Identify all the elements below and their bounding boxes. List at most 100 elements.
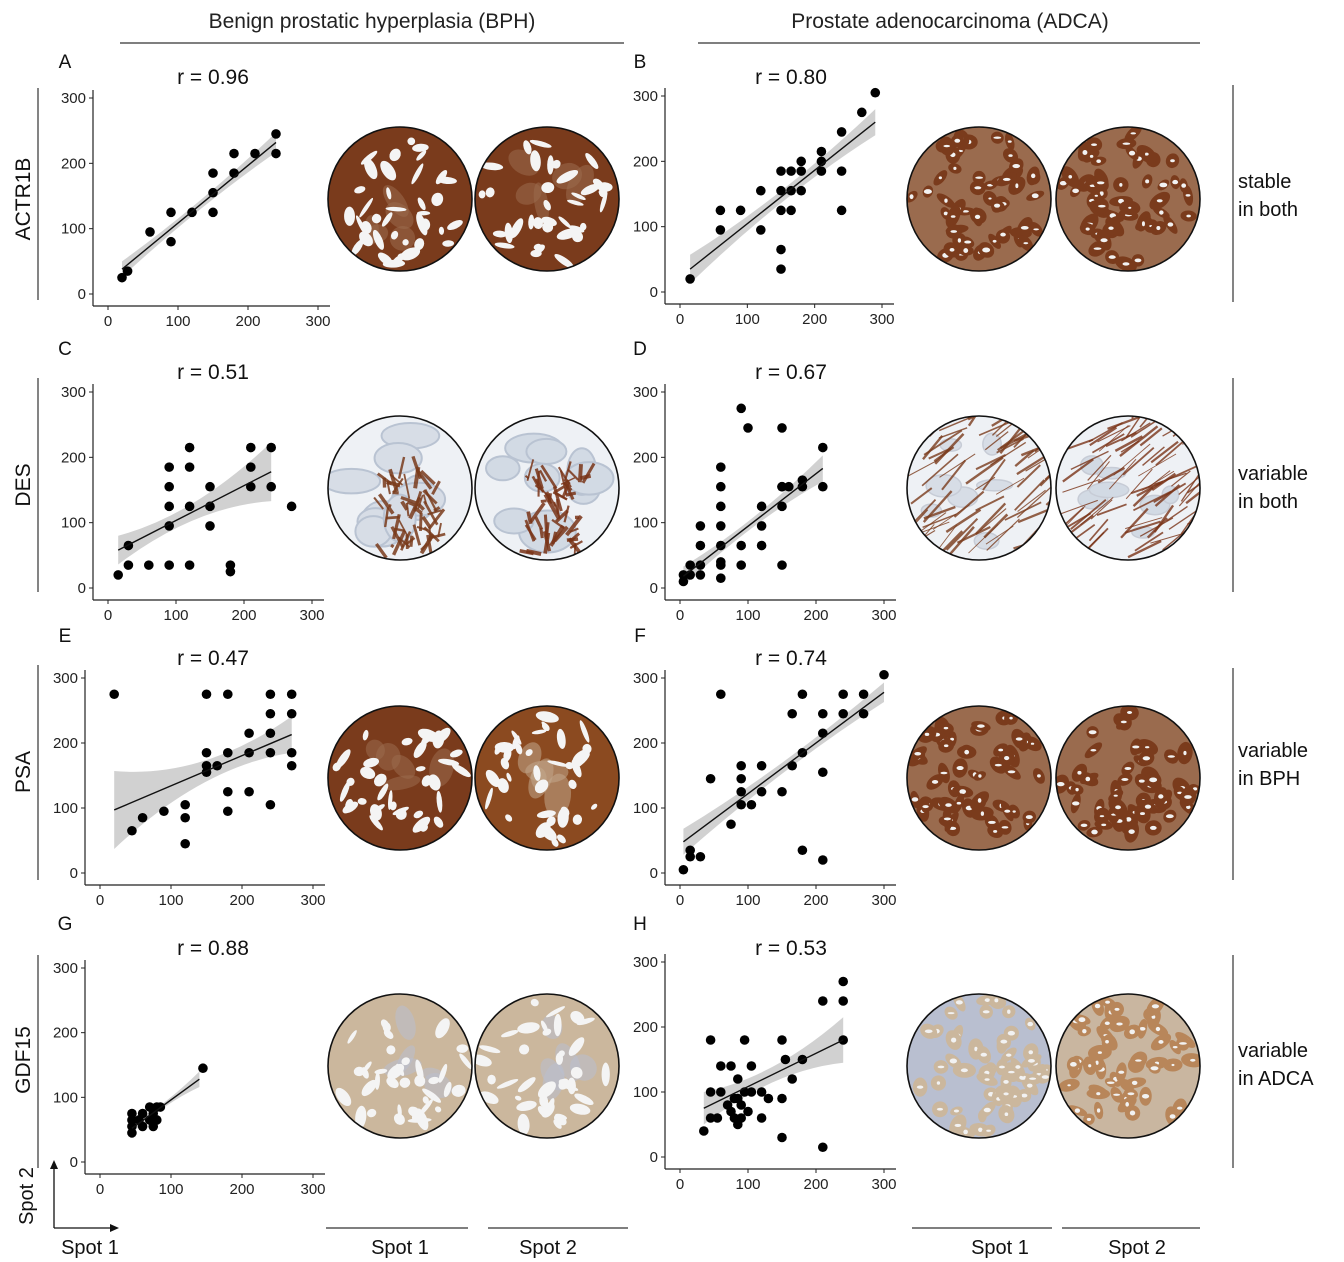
x-tick-label: 100 bbox=[735, 607, 760, 624]
y-tick-label: 0 bbox=[650, 865, 658, 882]
desc-line2-row2: in BPH bbox=[1238, 768, 1300, 790]
x-tick-label: 0 bbox=[676, 607, 684, 624]
data-point bbox=[818, 767, 828, 778]
confidence-band bbox=[683, 455, 823, 587]
data-point bbox=[796, 156, 806, 167]
x-tick-label: 0 bbox=[104, 607, 112, 624]
data-point bbox=[229, 148, 239, 159]
y-tick-label: 300 bbox=[633, 88, 658, 105]
data-point bbox=[776, 244, 786, 255]
tissue-core-row3-right-spot1 bbox=[906, 993, 1052, 1139]
scatter-panel-d: 0 100 200 300 0 100 200 300 Dr = 0.67 bbox=[633, 339, 897, 624]
panel-letter: H bbox=[633, 914, 647, 935]
desc-line1-row3: variable bbox=[1238, 1040, 1308, 1062]
data-point bbox=[109, 689, 119, 700]
y-tick-label: 300 bbox=[633, 670, 658, 687]
x-tick-label: 0 bbox=[676, 311, 684, 328]
y-tick-label: 100 bbox=[53, 800, 78, 817]
data-point bbox=[201, 689, 212, 700]
data-point bbox=[818, 442, 828, 453]
x-tick-label: 300 bbox=[305, 313, 330, 330]
data-point bbox=[184, 442, 195, 453]
data-point bbox=[705, 1113, 716, 1123]
data-point bbox=[777, 423, 787, 433]
data-point bbox=[716, 1087, 726, 1097]
data-point bbox=[265, 728, 276, 739]
correlation-label: r = 0.67 bbox=[755, 361, 827, 384]
data-point bbox=[695, 570, 706, 580]
data-point bbox=[796, 166, 806, 176]
data-point bbox=[164, 521, 174, 531]
y-tick-label: 200 bbox=[53, 1025, 78, 1042]
data-point bbox=[756, 185, 766, 196]
data-point bbox=[712, 1113, 723, 1123]
data-point bbox=[879, 669, 889, 680]
data-point bbox=[818, 708, 828, 719]
data-point bbox=[695, 521, 706, 531]
scatter-panel-g: 0 100 200 300 0 100 200 300 Gr = 0.88 bbox=[53, 914, 326, 1198]
tissue-core-row3-left-spot1 bbox=[327, 993, 473, 1139]
data-point bbox=[201, 747, 212, 758]
x-tick-label: 300 bbox=[871, 892, 896, 909]
tissue-images bbox=[327, 126, 1201, 1139]
x-tick-label: 0 bbox=[676, 892, 684, 909]
data-point bbox=[286, 501, 297, 512]
y-tick-label: 200 bbox=[633, 1019, 658, 1036]
data-point bbox=[786, 185, 796, 196]
correlation-label: r = 0.47 bbox=[177, 647, 249, 670]
row-labels: ACTR1B DES PSA GDF15 bbox=[12, 88, 39, 1168]
y-tick-label: 0 bbox=[78, 580, 86, 597]
y-tick-label: 200 bbox=[61, 155, 86, 172]
data-point bbox=[164, 501, 174, 512]
regression-line bbox=[113, 733, 292, 811]
data-point bbox=[223, 689, 233, 700]
data-point bbox=[746, 1087, 757, 1097]
data-point bbox=[787, 708, 797, 719]
data-point bbox=[265, 708, 276, 719]
data-point bbox=[776, 166, 786, 176]
data-point bbox=[265, 747, 276, 758]
x-tick-label: 300 bbox=[299, 607, 324, 624]
data-point bbox=[733, 1074, 743, 1084]
data-point bbox=[736, 773, 746, 784]
y-tick-label: 100 bbox=[61, 515, 86, 532]
regression-line bbox=[131, 1078, 200, 1129]
tissue-core-row1-left-spot2 bbox=[474, 415, 620, 561]
data-point bbox=[739, 1035, 750, 1045]
x-tick-label: 200 bbox=[229, 892, 254, 909]
data-point bbox=[816, 146, 827, 157]
y-tick-label: 300 bbox=[61, 90, 86, 107]
desc-line1-row0: stable bbox=[1238, 171, 1291, 193]
data-point bbox=[818, 996, 828, 1006]
panel-letter: G bbox=[58, 914, 73, 935]
data-point bbox=[201, 760, 212, 771]
tissue-core-row2-left-spot1 bbox=[327, 705, 473, 851]
x-tick-label: 200 bbox=[231, 607, 256, 624]
data-point bbox=[164, 560, 174, 570]
x-tick-label: 100 bbox=[165, 313, 190, 330]
data-point bbox=[756, 521, 767, 531]
data-point bbox=[756, 1113, 767, 1123]
data-point bbox=[858, 689, 869, 700]
data-point bbox=[716, 501, 726, 512]
y-tick-label: 100 bbox=[53, 1089, 78, 1106]
y-tick-label: 100 bbox=[61, 221, 86, 238]
regression-line bbox=[682, 691, 885, 843]
tissue-core-row2-right-spot1 bbox=[906, 705, 1052, 851]
data-point bbox=[716, 521, 726, 531]
x-tick-label: 300 bbox=[869, 311, 894, 328]
data-point bbox=[225, 560, 236, 570]
data-point bbox=[777, 1093, 787, 1104]
data-point bbox=[205, 521, 215, 531]
data-point bbox=[763, 1093, 774, 1104]
data-point bbox=[780, 1054, 791, 1065]
y-tick-label: 300 bbox=[53, 960, 78, 977]
data-point bbox=[127, 1108, 137, 1119]
data-point bbox=[678, 864, 689, 875]
data-point bbox=[271, 129, 281, 139]
data-point bbox=[286, 689, 297, 700]
data-point bbox=[117, 272, 127, 283]
y-tick-label: 100 bbox=[633, 219, 658, 236]
data-point bbox=[152, 1115, 162, 1125]
data-point bbox=[705, 1035, 716, 1045]
